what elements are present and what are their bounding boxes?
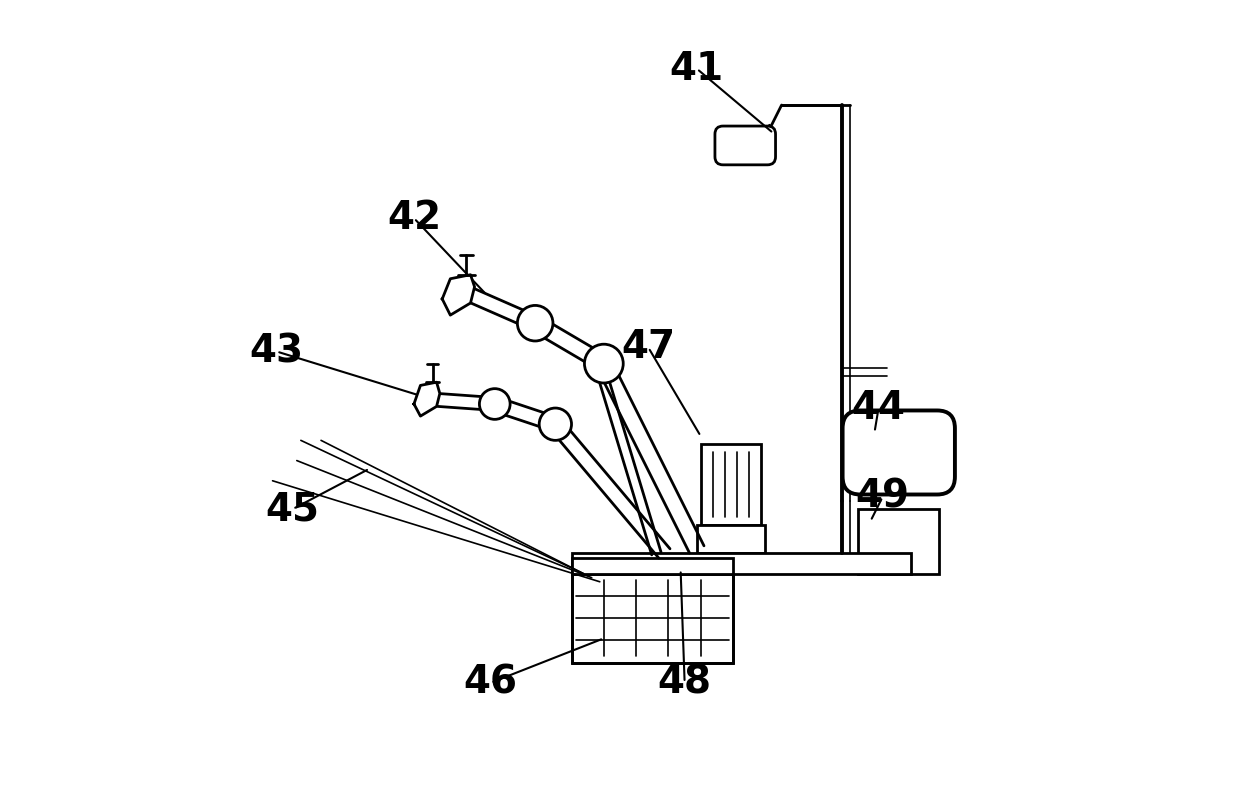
Bar <box>697 525 765 553</box>
Text: 45: 45 <box>265 490 320 528</box>
Text: 42: 42 <box>387 199 441 238</box>
Circle shape <box>539 408 572 440</box>
Bar <box>701 444 761 525</box>
Circle shape <box>480 389 510 419</box>
Bar <box>858 509 939 574</box>
Text: 48: 48 <box>657 663 712 702</box>
Text: 49: 49 <box>856 478 910 516</box>
Polygon shape <box>414 382 440 416</box>
Bar <box>572 574 733 663</box>
Bar <box>572 553 911 574</box>
Text: 43: 43 <box>249 332 304 371</box>
Text: 41: 41 <box>670 49 724 88</box>
Circle shape <box>584 344 624 383</box>
FancyBboxPatch shape <box>715 126 775 165</box>
FancyBboxPatch shape <box>843 410 955 494</box>
Text: 44: 44 <box>852 389 905 427</box>
Text: 47: 47 <box>621 328 676 367</box>
Polygon shape <box>443 275 475 315</box>
Circle shape <box>517 305 553 341</box>
Text: 46: 46 <box>464 663 518 702</box>
Bar <box>572 558 733 574</box>
